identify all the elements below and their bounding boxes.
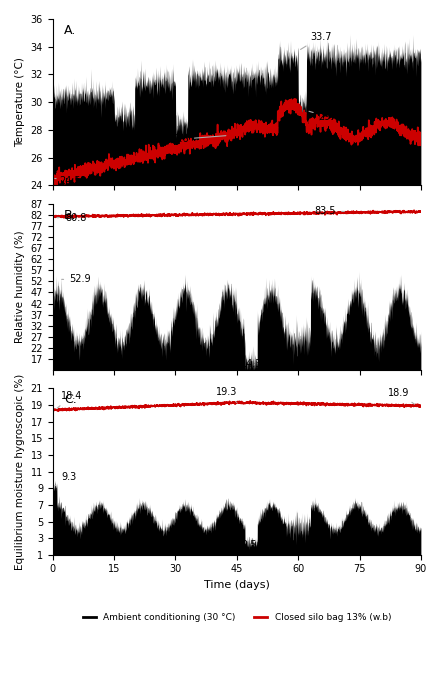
Text: 29.4: 29.4 (309, 111, 340, 122)
Text: 2.5: 2.5 (241, 540, 256, 550)
Y-axis label: Temperature (°C): Temperature (°C) (15, 58, 25, 147)
Text: 18.4: 18.4 (57, 391, 82, 408)
Text: 14.3: 14.3 (241, 360, 262, 369)
Text: C.: C. (64, 393, 76, 406)
Text: 18.9: 18.9 (388, 388, 415, 404)
Text: 9.3: 9.3 (55, 472, 76, 486)
Text: B.: B. (64, 209, 76, 222)
Text: 83.5: 83.5 (315, 206, 344, 216)
Text: 24.5: 24.5 (55, 176, 80, 186)
Text: 27.6: 27.6 (167, 134, 226, 145)
Text: 52.9: 52.9 (62, 275, 91, 284)
Text: 33.7: 33.7 (301, 32, 332, 49)
Text: A.: A. (64, 24, 76, 37)
Text: 80.8: 80.8 (57, 213, 87, 223)
Text: 19.3: 19.3 (217, 387, 238, 403)
X-axis label: Time (days): Time (days) (204, 580, 270, 590)
Y-axis label: Relative humidity (%): Relative humidity (%) (15, 231, 25, 343)
Y-axis label: Equilibrium moisture hygroscopic (%): Equilibrium moisture hygroscopic (%) (15, 373, 25, 570)
Legend: Ambient conditioning (30 °C), Closed silo bag 13% (w.b): Ambient conditioning (30 °C), Closed sil… (79, 609, 395, 625)
